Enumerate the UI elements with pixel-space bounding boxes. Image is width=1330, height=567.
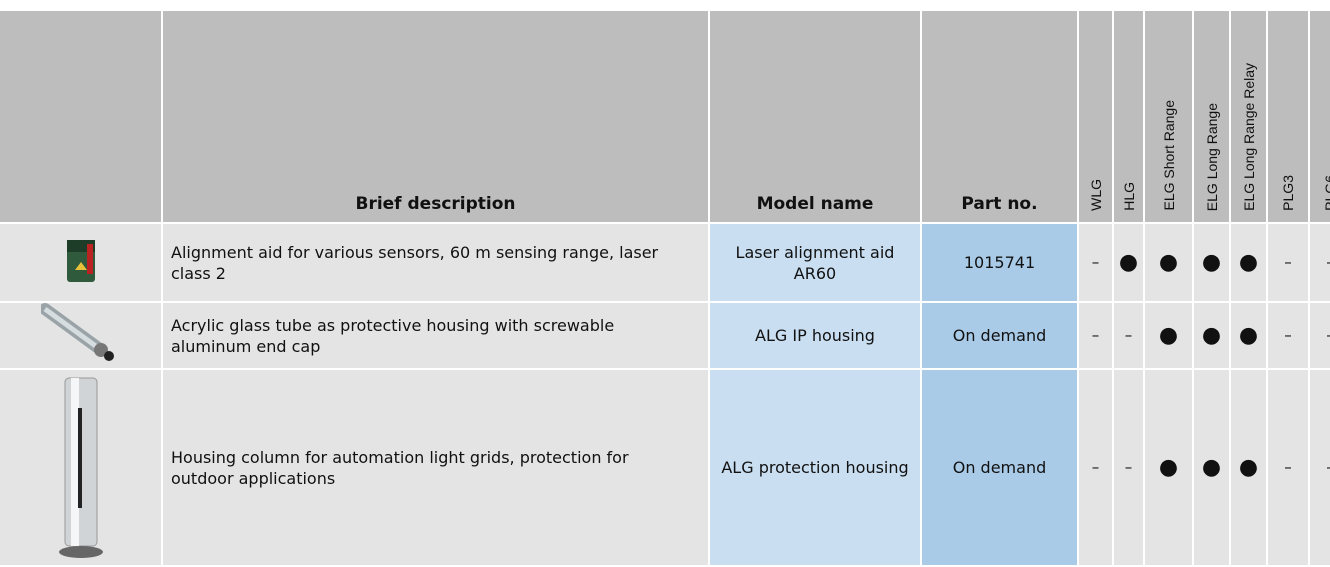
header-cell: Part no.: [922, 11, 1077, 222]
header-cell: [0, 11, 161, 222]
compat-cell: –: [1268, 224, 1308, 301]
compat-cell: ●: [1145, 303, 1192, 368]
description-cell: Alignment aid for various sensors, 60 m …: [163, 224, 708, 301]
compat-cell: –: [1079, 224, 1112, 301]
compat-cell: –: [1079, 370, 1112, 565]
compat-cell: ●: [1194, 370, 1229, 565]
compat-cell: ●: [1145, 224, 1192, 301]
part-no-cell: 1015741: [922, 224, 1077, 301]
header-label: ELG Short Range: [1160, 100, 1177, 211]
compat-cell: –: [1310, 224, 1330, 301]
compat-cell: –: [1310, 303, 1330, 368]
compat-cell: ●: [1194, 224, 1229, 301]
table-body: Alignment aid for various sensors, 60 m …: [0, 224, 1330, 565]
description-cell: Acrylic glass tube as protective housing…: [163, 303, 708, 368]
compat-cell: ●: [1231, 224, 1266, 301]
header-cell: Model name: [710, 11, 920, 222]
compat-cell: ●: [1231, 303, 1266, 368]
product-table: Brief description Model name Part no. WLG HL…: [0, 9, 1330, 567]
compat-cell: –: [1310, 370, 1330, 565]
compat-cell: –: [1079, 303, 1112, 368]
compat-cell: –: [1114, 303, 1143, 368]
compat-cell: ●: [1194, 303, 1229, 368]
table-row: Alignment aid for various sensors, 60 m …: [0, 224, 1330, 301]
part-no-cell: On demand: [922, 303, 1077, 368]
product-image: [58, 377, 103, 558]
header-label: ELG Long Range Relay: [1240, 63, 1257, 211]
compat-cell: –: [1268, 303, 1308, 368]
compat-cell: ●: [1231, 370, 1266, 565]
compat-cell: ●: [1114, 224, 1143, 301]
model-name-cell: ALG protection housing: [710, 370, 920, 565]
header-cell: ELG Long Range Relay: [1231, 11, 1266, 222]
header-cell: PLG3: [1268, 11, 1308, 222]
header-cell: ELG Short Range: [1145, 11, 1192, 222]
header-label: HLG: [1120, 182, 1137, 211]
compat-cell: –: [1114, 370, 1143, 565]
header-row: Brief description Model name Part no. WLG HL…: [0, 11, 1330, 222]
header-cell: ELG Long Range: [1194, 11, 1229, 222]
compat-cell: –: [1268, 370, 1308, 565]
product-image: [66, 240, 95, 282]
header-label: PLG3: [1280, 175, 1296, 211]
product-image: [38, 303, 114, 361]
compat-cell: ●: [1145, 370, 1192, 565]
header-label: PLG6: [1322, 175, 1330, 211]
table-row: Acrylic glass tube as protective housing…: [0, 303, 1330, 368]
header-cell: WLG: [1079, 11, 1112, 222]
part-no-cell: On demand: [922, 370, 1077, 565]
header-label: WLG: [1087, 179, 1104, 211]
header-label: ELG Long Range: [1203, 102, 1220, 211]
header-cell: PLG6: [1310, 11, 1330, 222]
header-cell: HLG: [1114, 11, 1143, 222]
table-row: Housing column for automation light grid…: [0, 370, 1330, 565]
product-image-cell: [0, 224, 161, 301]
description-cell: Housing column for automation light grid…: [163, 370, 708, 565]
header-cell: Brief description: [163, 11, 708, 222]
model-name-cell: ALG IP housing: [710, 303, 920, 368]
model-name-cell: Laser alignment aid AR60: [710, 224, 920, 301]
product-image-cell: [0, 303, 161, 368]
product-image-cell: [0, 370, 161, 565]
